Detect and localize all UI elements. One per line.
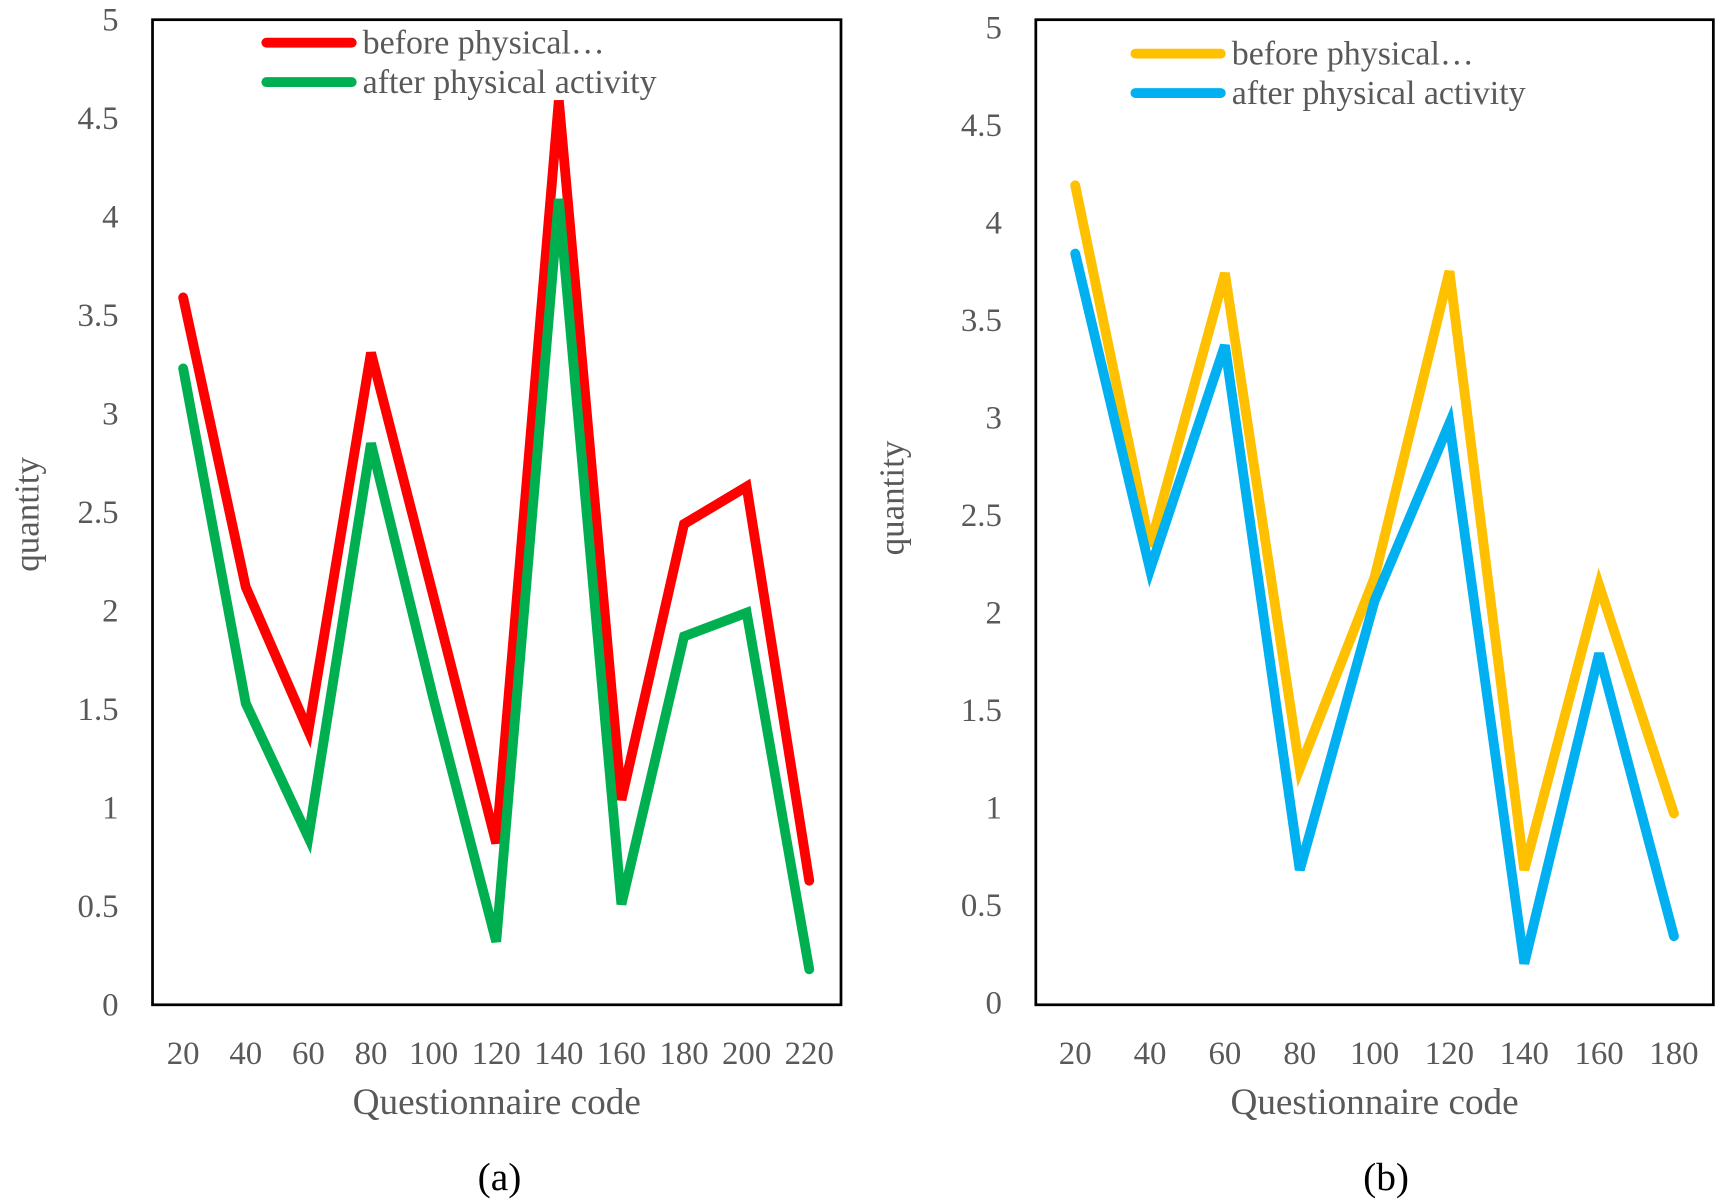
y-tick-label: 1.5 bbox=[961, 693, 1002, 729]
y-tick-label: 3.5 bbox=[78, 298, 119, 334]
y-tick-label: 1 bbox=[985, 791, 1001, 827]
y-tick-label: 5 bbox=[985, 10, 1001, 46]
y-tick-label: 0.5 bbox=[961, 888, 1002, 924]
y-tick-label: 3 bbox=[985, 400, 1001, 436]
figure-caption: (a) bbox=[478, 1155, 522, 1199]
chart-a: 0 0.5 1 1.5 2 2.5 3 3.5 4 4.5 5 20 40 60 80 100 120 140 16… bbox=[8, 3, 843, 1199]
x-axis-label: Questionnaire code bbox=[1230, 1082, 1518, 1123]
y-tick-label: 2.5 bbox=[961, 498, 1002, 534]
x-tick-label: 20 bbox=[1059, 1036, 1092, 1072]
y-tick-label: 5 bbox=[102, 3, 118, 39]
x-tick-label: 220 bbox=[785, 1036, 834, 1072]
x-tick-label: 180 bbox=[659, 1036, 708, 1072]
y-tick-label: 3 bbox=[102, 397, 118, 433]
y-tick-label: 0.5 bbox=[78, 889, 119, 925]
series-line-after bbox=[178, 198, 815, 975]
legend-label: before physical… bbox=[1232, 36, 1474, 73]
series-line-after bbox=[1070, 248, 1679, 965]
y-tick-label: 3.5 bbox=[961, 303, 1002, 339]
y-tick-label: 2 bbox=[102, 594, 118, 630]
x-tick-label: 80 bbox=[355, 1036, 388, 1072]
plot-area-border bbox=[151, 18, 843, 1007]
y-tick-label: 4 bbox=[102, 200, 118, 236]
y-tick-label: 1.5 bbox=[78, 692, 119, 728]
y-tick-label: 2 bbox=[985, 595, 1001, 631]
x-tick-label: 160 bbox=[1574, 1036, 1623, 1072]
x-tick-label: 200 bbox=[722, 1036, 771, 1072]
x-tick-label: 140 bbox=[1500, 1036, 1549, 1072]
y-tick-label: 0 bbox=[985, 986, 1001, 1022]
x-axis-label: Questionnaire code bbox=[353, 1082, 641, 1123]
y-axis-label: quantity bbox=[872, 440, 911, 555]
chart-b: 0 0.5 1 1.5 2 2.5 3 3.5 4 4.5 5 20 40 60 80 100 120 140 16… bbox=[872, 10, 1715, 1199]
x-tick-label: 100 bbox=[1350, 1036, 1399, 1072]
x-tick-label: 100 bbox=[409, 1036, 458, 1072]
x-tick-label: 20 bbox=[167, 1036, 200, 1072]
legend-label: after physical activity bbox=[1232, 75, 1526, 112]
x-tick-label: 40 bbox=[1134, 1036, 1167, 1072]
x-tick-label: 180 bbox=[1649, 1036, 1698, 1072]
legend-label: before physical… bbox=[363, 25, 605, 62]
x-tick-label: 160 bbox=[597, 1036, 646, 1072]
legend-label: after physical activity bbox=[363, 64, 657, 101]
x-tick-label: 120 bbox=[472, 1036, 521, 1072]
x-tick-label: 60 bbox=[1208, 1036, 1241, 1072]
x-tick-label: 40 bbox=[229, 1036, 262, 1072]
y-axis-label: quantity bbox=[8, 457, 47, 572]
plot-area-border bbox=[1034, 18, 1715, 1007]
x-tick-label: 140 bbox=[534, 1036, 583, 1072]
y-tick-label: 1 bbox=[102, 791, 118, 827]
x-tick-label: 120 bbox=[1425, 1036, 1474, 1072]
x-tick-label: 60 bbox=[292, 1036, 325, 1072]
y-tick-label: 4.5 bbox=[961, 108, 1002, 144]
y-tick-label: 4.5 bbox=[78, 101, 119, 137]
figure-caption: (b) bbox=[1363, 1155, 1409, 1199]
y-tick-label: 4 bbox=[985, 205, 1001, 241]
y-tick-label: 2.5 bbox=[78, 495, 119, 531]
x-tick-label: 80 bbox=[1283, 1036, 1316, 1072]
y-tick-label: 0 bbox=[102, 988, 118, 1024]
